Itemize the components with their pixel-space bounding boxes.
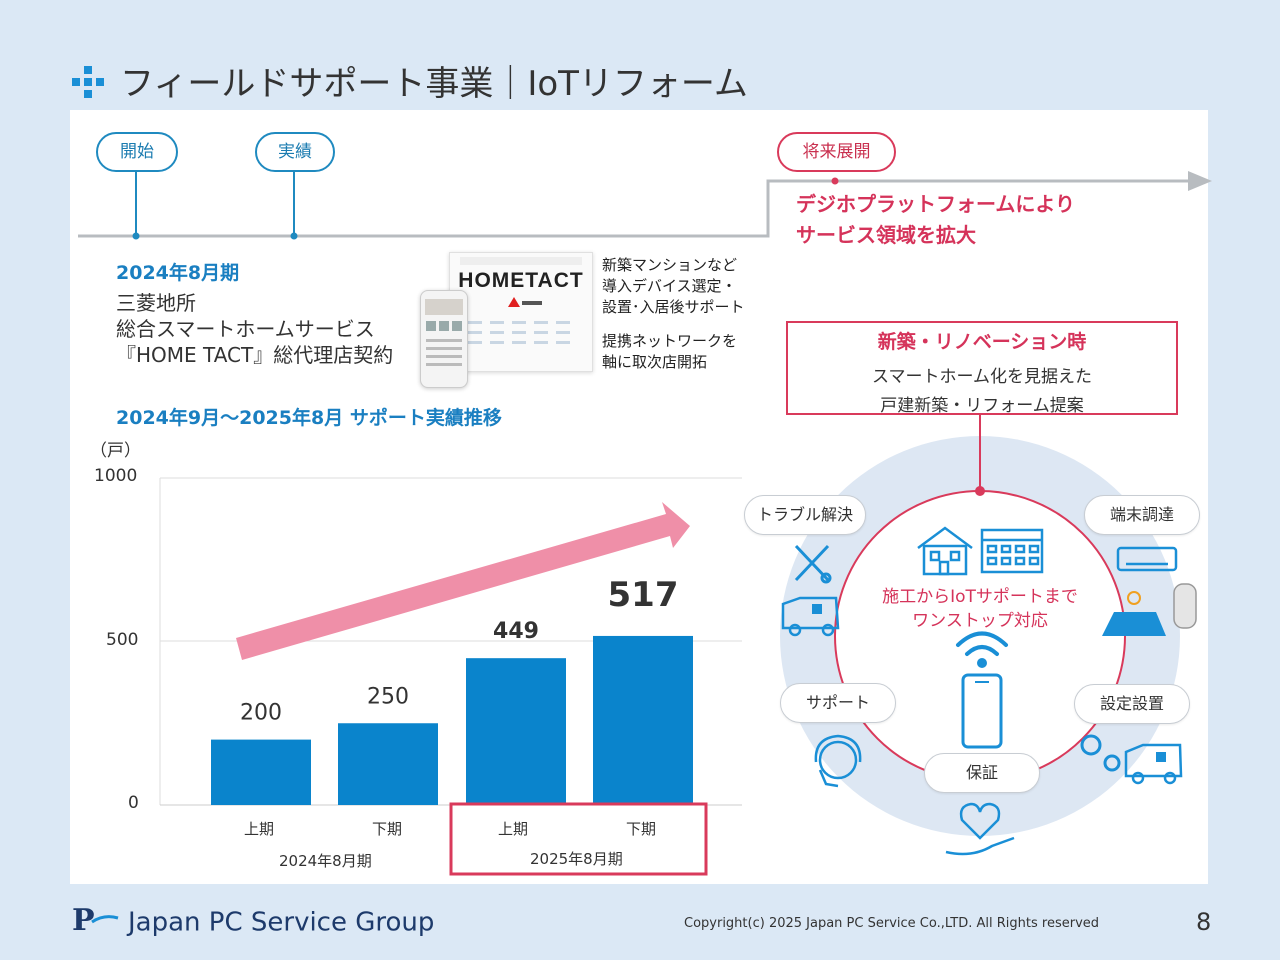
hometact-logo: HOMETACT [458, 269, 584, 292]
note1: 新築マンションなど 導入デバイス選定・ 設置･入居後サポート [602, 255, 745, 318]
renovation-box-line-1: スマートホーム化を見据えた [872, 367, 1092, 387]
bubble-device: 端末調達 [1084, 495, 1200, 535]
bubble-trouble: トラブル解決 [744, 495, 866, 535]
tools-icon [794, 544, 832, 584]
x-label-1: 上期 [244, 820, 275, 838]
bar-2 [338, 723, 438, 805]
heart-hand-icon [945, 802, 1015, 856]
renovation-box-line-2: 戸建新築・リフォーム提案 [880, 396, 1084, 416]
note1-line-1: 新築マンションなど [602, 256, 738, 274]
smartphone-icon [961, 673, 1003, 749]
bar-value-label-3: 449 [493, 619, 539, 644]
center-text-1: 施工からIoTサポートまで [882, 587, 1078, 607]
smart-speaker-icon [1173, 583, 1197, 629]
y-tick-0: 0 [128, 793, 139, 813]
page-title: フィールドサポート事業｜IoTリフォーム [120, 64, 748, 104]
company-logo: P Japan PC Service Group [72, 903, 435, 941]
bar-value-label-1: 200 [240, 701, 282, 726]
hometact-brochure: HOMETACT [449, 252, 593, 372]
x-label-3: 上期 [498, 820, 529, 838]
wifi-icon [956, 631, 1008, 656]
headset-icon [814, 734, 862, 788]
group-label-2025: 2025年8月期 [530, 850, 623, 868]
page-number: 8 [1196, 908, 1212, 936]
note1-line-2: 導入デバイス選定・ [602, 277, 737, 295]
chart-heading: 2024年9月～2025年8月 サポート実績推移 [116, 407, 502, 429]
future-text-2: サービス領域を拡大 [796, 223, 976, 247]
phone-image [420, 290, 468, 388]
svg-text:P: P [72, 904, 95, 934]
y-tick-1000: 1000 [94, 466, 138, 486]
x-label-4: 下期 [626, 820, 657, 838]
start-pill: 開始 [96, 132, 178, 172]
x-label-2: 下期 [372, 820, 403, 838]
future-pill: 将来展開 [777, 132, 896, 172]
intro-line-3: 『HOME TACT』総代理店契約 [116, 343, 394, 367]
brochure-detail [468, 297, 570, 344]
note1-line-3: 設置･入居後サポート [602, 298, 745, 316]
future-text-1: デジホプラットフォームにより [796, 192, 1075, 216]
logo-text: Japan PC Service Group [128, 907, 435, 938]
air-conditioner-icon [1116, 546, 1178, 572]
solar-panel-icon [1102, 591, 1166, 636]
renovation-box: 新築・リノベーション時 スマートホーム化を見据えた 戸建新築・リフォーム提案 [786, 321, 1178, 416]
bar-4 [593, 635, 693, 805]
fy2025-highlight [449, 802, 708, 876]
apartment-icon [980, 528, 1044, 574]
period-heading: 2024年8月期 [116, 262, 240, 284]
renovation-box-title: 新築・リノベーション時 [877, 331, 1087, 353]
gear-icon [1080, 734, 1121, 772]
bar-value-label-2: 250 [367, 684, 409, 709]
result-pill: 実績 [255, 132, 335, 172]
bubble-support: サポート [780, 683, 896, 723]
title-icon [72, 66, 104, 98]
note2: 提携ネットワークを 軸に取次店開拓 [602, 331, 737, 373]
trend-arrow [236, 502, 690, 660]
van-icon [781, 596, 840, 637]
note2-line-1: 提携ネットワークを [602, 332, 738, 350]
house-icon [917, 526, 973, 576]
note2-line-2: 軸に取次店開拓 [602, 353, 708, 371]
bar-3 [466, 658, 566, 805]
logo-mark-icon: P [72, 903, 120, 941]
group-label-2024: 2024年8月期 [279, 852, 372, 870]
bubble-setup: 設定設置 [1074, 684, 1190, 724]
bar-value-label-4: 517 [608, 575, 679, 615]
y-tick-500: 500 [106, 630, 139, 650]
center-text-2: ワンストップ対応 [912, 611, 1048, 631]
intro-line-1: 三菱地所 [116, 291, 196, 315]
bubble-warranty: 保証 [924, 753, 1040, 793]
bar-1 [211, 739, 311, 805]
copyright: Copyright(c) 2025 Japan PC Service Co.,L… [684, 916, 1100, 931]
intro-line-2: 総合スマートホームサービス [116, 317, 375, 341]
y-unit-label: （戸） [90, 441, 141, 461]
van-icon-2 [1124, 743, 1183, 785]
